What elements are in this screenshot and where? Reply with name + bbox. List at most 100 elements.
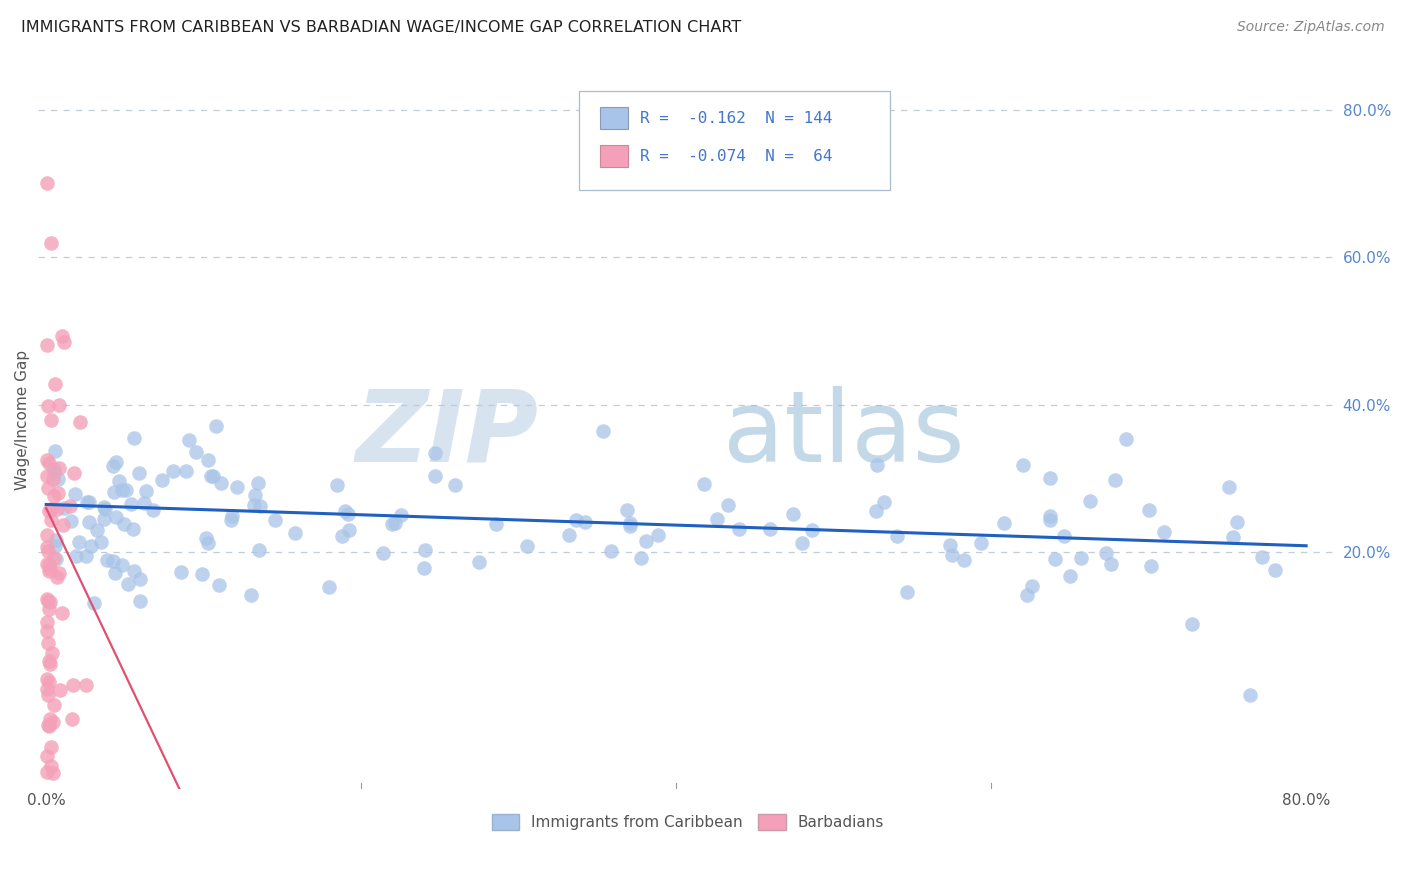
Point bbox=[516, 539, 538, 553]
Point bbox=[1153, 524, 1175, 539]
Text: atlas: atlas bbox=[723, 386, 965, 483]
Point bbox=[60, 712, 83, 726]
Point bbox=[42, 467, 65, 481]
Point bbox=[49, 683, 72, 698]
Point bbox=[174, 464, 197, 478]
Point bbox=[873, 495, 896, 509]
Point bbox=[39, 413, 62, 427]
Point bbox=[247, 543, 270, 558]
Point bbox=[44, 539, 66, 553]
Point bbox=[63, 487, 86, 501]
Point bbox=[993, 516, 1015, 531]
Point bbox=[865, 503, 887, 517]
Point bbox=[38, 564, 60, 578]
Point bbox=[94, 502, 117, 516]
Point bbox=[1043, 551, 1066, 566]
Point bbox=[38, 602, 60, 616]
Point bbox=[619, 516, 641, 530]
Point bbox=[37, 399, 59, 413]
Point bbox=[197, 535, 219, 549]
Point bbox=[1264, 563, 1286, 577]
Point bbox=[39, 739, 62, 754]
Point bbox=[112, 517, 135, 532]
Point bbox=[83, 596, 105, 610]
Point bbox=[800, 523, 823, 537]
Point bbox=[48, 472, 70, 486]
Point bbox=[51, 606, 73, 620]
Point bbox=[337, 507, 360, 521]
Text: R =  -0.074  N =  64: R = -0.074 N = 64 bbox=[640, 149, 832, 163]
Point bbox=[1115, 433, 1137, 447]
Point bbox=[413, 561, 436, 575]
Point bbox=[197, 453, 219, 467]
Point bbox=[77, 495, 100, 509]
Point bbox=[93, 500, 115, 514]
Point bbox=[39, 759, 62, 773]
Point bbox=[706, 511, 728, 525]
Point bbox=[59, 499, 82, 513]
Point bbox=[333, 504, 356, 518]
Point bbox=[337, 523, 360, 537]
Point bbox=[574, 515, 596, 529]
Point bbox=[35, 682, 58, 697]
Point bbox=[170, 565, 193, 579]
Point bbox=[866, 458, 889, 472]
Point bbox=[103, 554, 125, 568]
Point bbox=[75, 549, 97, 563]
Point bbox=[208, 577, 231, 591]
Point bbox=[782, 507, 804, 521]
Point bbox=[62, 678, 84, 692]
Point bbox=[42, 462, 65, 476]
Point bbox=[45, 570, 67, 584]
Point bbox=[1039, 512, 1062, 526]
Point bbox=[67, 534, 90, 549]
Point bbox=[162, 464, 184, 478]
Point bbox=[209, 475, 232, 490]
Point bbox=[205, 418, 228, 433]
Point bbox=[48, 398, 70, 412]
Point bbox=[389, 508, 412, 522]
Point bbox=[44, 550, 66, 565]
Point bbox=[939, 538, 962, 552]
Point bbox=[468, 555, 491, 569]
Point bbox=[284, 525, 307, 540]
Point bbox=[1218, 480, 1240, 494]
Point bbox=[114, 483, 136, 498]
Point bbox=[45, 501, 67, 516]
Point bbox=[65, 549, 87, 563]
Point bbox=[80, 539, 103, 553]
Point bbox=[53, 334, 76, 349]
Point bbox=[1099, 557, 1122, 571]
Point bbox=[38, 675, 60, 690]
Point bbox=[35, 177, 58, 191]
Point bbox=[247, 475, 270, 490]
Point bbox=[120, 497, 142, 511]
Point bbox=[37, 749, 59, 764]
Point bbox=[39, 712, 62, 726]
Point bbox=[485, 516, 508, 531]
Point bbox=[35, 338, 58, 352]
Point bbox=[37, 718, 59, 732]
Point bbox=[226, 480, 249, 494]
Point bbox=[37, 672, 59, 686]
Point bbox=[444, 477, 467, 491]
Point bbox=[39, 512, 62, 526]
Point bbox=[243, 488, 266, 502]
Point bbox=[108, 475, 131, 489]
Point bbox=[60, 514, 83, 528]
Point bbox=[35, 558, 58, 572]
Point bbox=[37, 469, 59, 483]
Point bbox=[249, 499, 271, 513]
Point bbox=[103, 485, 125, 500]
Point bbox=[35, 615, 58, 629]
Point bbox=[952, 553, 974, 567]
Point bbox=[384, 516, 406, 530]
Point bbox=[35, 764, 58, 779]
Point bbox=[96, 553, 118, 567]
Point bbox=[38, 719, 60, 733]
Text: R =  -0.162  N = 144: R = -0.162 N = 144 bbox=[640, 112, 832, 126]
Point bbox=[90, 535, 112, 549]
Point bbox=[592, 424, 614, 438]
Point bbox=[135, 484, 157, 499]
Point bbox=[122, 522, 145, 536]
